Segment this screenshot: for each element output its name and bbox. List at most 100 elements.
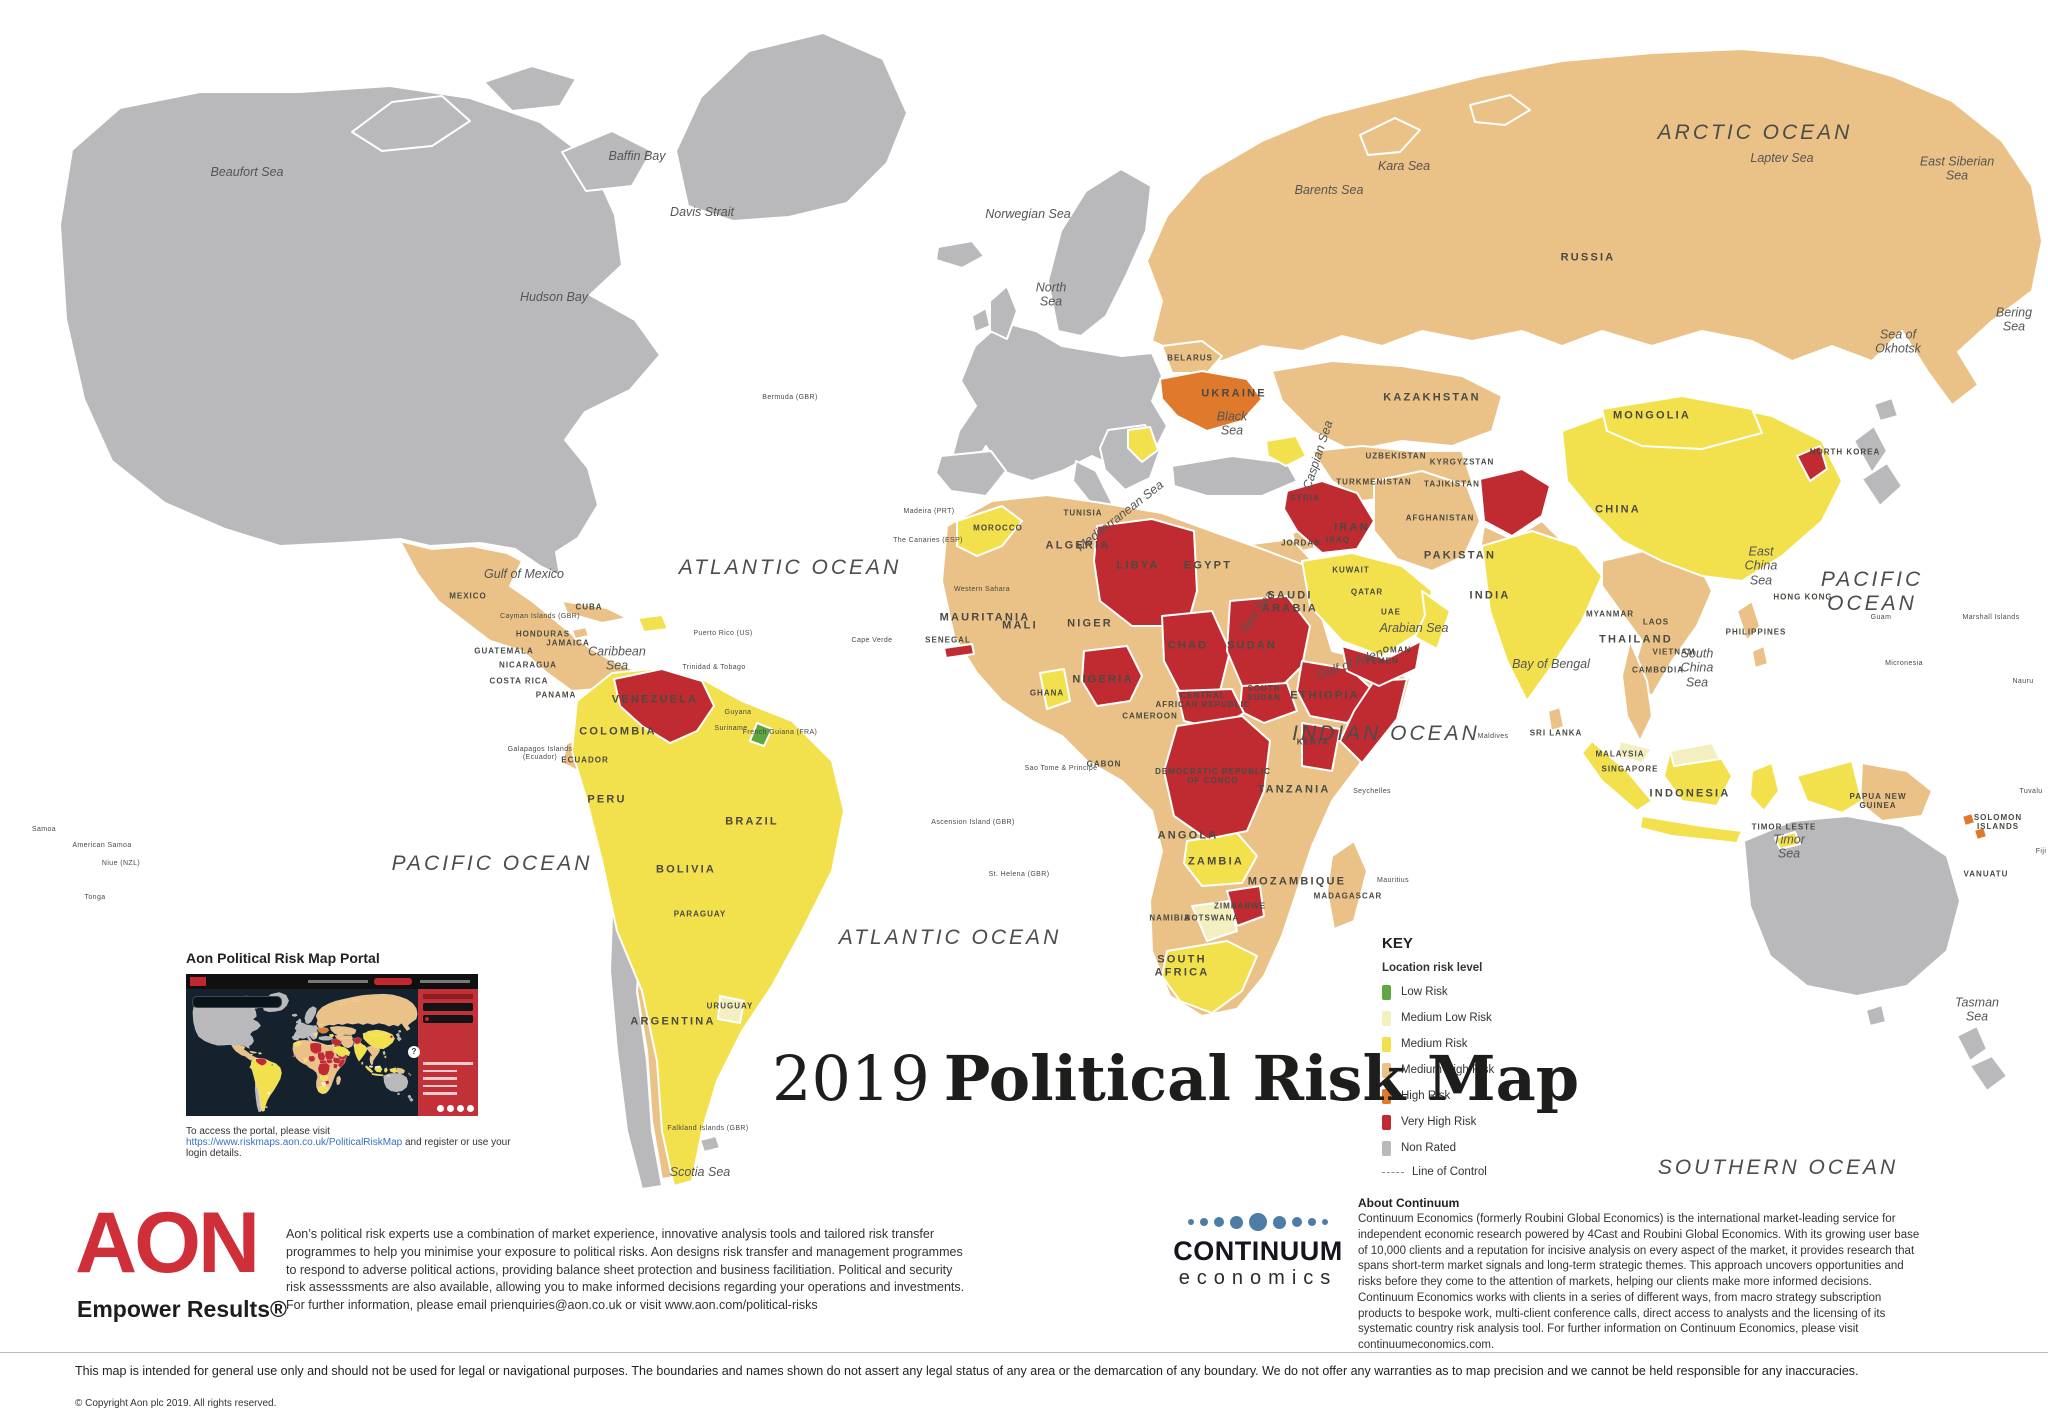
line-of-control-dash-icon [1382,1171,1404,1173]
region-ghana [1039,668,1071,710]
key-swatch-medium_high-icon [1382,1062,1391,1078]
region-papua-west [1796,760,1863,814]
region-south-america-base [571,668,845,1187]
key-swatch-medium-icon [1382,1036,1391,1052]
region-greenland [675,32,908,222]
title-year: 2019 [772,1042,930,1115]
continuum-dots-icon [1158,1210,1358,1234]
key-swatch-non_rated-icon [1382,1140,1391,1156]
region-australia [1743,815,1961,997]
about-continuum: About Continuum Continuum Economics (for… [1358,1196,1923,1354]
region-solomon-1 [1961,812,1976,827]
region-solomon-2 [1973,826,1988,841]
portal-sidebar-input [423,1003,473,1011]
aon-tagline: Empower Results® [77,1296,287,1322]
region-hispaniola [637,614,669,633]
line-of-control-label: Line of Control [1412,1166,1487,1178]
region-malaysia [1616,740,1653,764]
region-timor-leste [1774,831,1801,850]
region-baffin-island [561,130,653,192]
continuum-wordmark: CONTINUUM [1173,1236,1343,1266]
region-japan-south [1861,462,1903,507]
region-philippines-luzon [1736,600,1761,642]
region-falklands [699,1135,721,1153]
key-item-low: Low Risk [1382,984,1612,1000]
region-japan-hokkaido [1873,397,1899,422]
region-philippines-mindanao [1751,645,1769,669]
portal-url-link[interactable]: https://www.riskmaps.aon.co.uk/Political… [186,1137,403,1148]
region-zimbabwe [1226,885,1265,927]
portal-sidebar-row [423,1062,473,1065]
region-belarus [1161,340,1223,374]
disclaimer-text: This map is intended for general use onl… [75,1364,1859,1378]
world-map [59,32,2043,1190]
region-oman-uae [1414,590,1451,650]
region-madagascar [1326,840,1368,930]
region-severnaya [1469,94,1531,126]
region-arctic-island-1 [351,95,471,152]
region-ireland [971,307,991,333]
region-russia [1146,48,2043,406]
key-label: Low Risk [1401,986,1448,998]
region-yemen [1341,640,1422,687]
aon-paragraph: Aon’s political risk experts use a combi… [286,1227,965,1295]
continuum-wordmark-sub: economics [1178,1267,1338,1289]
region-sudan [1226,595,1311,692]
key-label: Very High Risk [1401,1116,1477,1128]
key-label: Medium Low Risk [1401,1012,1492,1024]
region-india [1481,530,1603,702]
key-label: Medium High Risk [1401,1064,1495,1076]
key-label: Medium Risk [1401,1038,1468,1050]
region-caucasus [1265,435,1307,467]
region-balkan-patch [1127,426,1159,463]
region-uruguay [717,995,745,1024]
region-cuba [561,600,628,624]
portal-pagination-dots [437,1105,474,1112]
portal-aon-logo-icon [190,977,206,986]
portal-sidebar-row [423,1092,457,1095]
aon-contact-line: For further information, please email pr… [286,1298,818,1312]
portal-nav-button [374,978,412,985]
key-swatch-high-icon [1382,1088,1391,1104]
region-papua-new-guinea [1859,762,1933,822]
portal-caption: To access the portal, please visit https… [186,1126,516,1159]
region-kazakhstan [1271,360,1503,452]
about-continuum-title: About Continuum [1358,1196,1460,1210]
key-label: High Risk [1401,1090,1451,1102]
portal-sidebar-row [423,1084,457,1087]
aon-logo: AON [75,1195,260,1291]
copyright-text: © Copyright Aon plc 2019. All rights res… [75,1398,277,1409]
region-ukraine [1159,370,1263,432]
region-new-zealand-north [1956,1025,1988,1062]
key-line-of-control: Line of Control [1382,1166,1612,1178]
region-new-zealand-south [1969,1055,2008,1092]
region-venezuela [613,668,715,744]
portal-nav-item [420,980,470,983]
region-north-korea [1796,445,1828,482]
portal-screenshot: ? [186,974,478,1116]
region-nigeria [1081,645,1143,707]
region-novaya-zemlya [1359,117,1421,156]
region-malay-peninsula [1621,640,1653,742]
aon-description: Aon’s political risk experts use a combi… [286,1226,966,1315]
region-arctic-island-2 [483,65,577,112]
key-swatch-medium_low-icon [1382,1010,1391,1026]
region-jamaica [571,626,590,640]
region-iceland [935,240,985,269]
region-iberia [935,450,1007,497]
region-iran [1373,470,1481,572]
region-kenya [1301,722,1341,772]
region-scandinavia [1047,168,1152,337]
key-item-medium: Medium Risk [1382,1036,1612,1052]
key-label: Non Rated [1401,1142,1456,1154]
region-botswana [1191,900,1238,942]
portal-sidebar [418,989,478,1116]
map-key: KEY Location risk level Low Risk Medium L… [1382,935,1612,1178]
key-subtitle: Location risk level [1382,962,1483,974]
region-sumatra [1581,740,1653,812]
region-north-america [59,85,661,577]
continuum-logo: CONTINUUM economics [1158,1210,1358,1290]
title-text: Political Risk Map [943,1042,1580,1115]
portal-nav-item [308,980,368,983]
footer-divider [0,1352,2048,1353]
